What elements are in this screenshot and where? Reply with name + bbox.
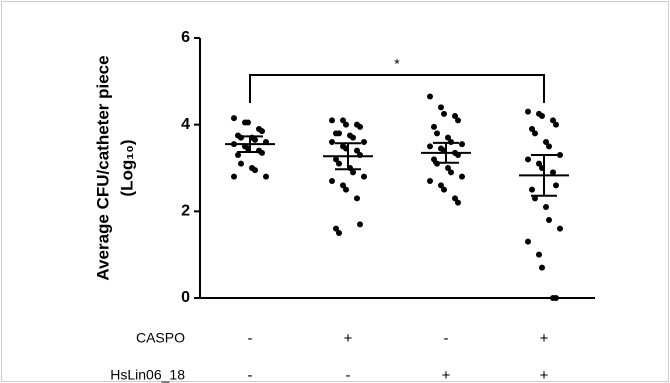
- data-point: [525, 238, 531, 245]
- data-point: [557, 225, 563, 232]
- data-point: [532, 195, 538, 202]
- data-point: [333, 225, 339, 232]
- data-point: [329, 178, 335, 184]
- data-point: [252, 136, 258, 143]
- row-label: CASPO: [136, 330, 185, 346]
- data-point: [231, 115, 237, 122]
- data-point: [329, 117, 335, 124]
- significance-label: *: [394, 56, 400, 72]
- data-point: [546, 217, 552, 223]
- data-point: [553, 182, 559, 189]
- data-point: [350, 169, 356, 176]
- data-point: [336, 230, 342, 236]
- data-point: [252, 167, 258, 174]
- data-point: [452, 195, 458, 202]
- data-point: [336, 160, 342, 167]
- data-point: [333, 156, 339, 163]
- data-point: [434, 130, 440, 137]
- data-point: [553, 295, 559, 301]
- data-point: [343, 121, 349, 128]
- data-point: [357, 123, 363, 130]
- data-point: [354, 147, 360, 154]
- data-point: [539, 264, 545, 271]
- y-tick-label: 4: [181, 116, 190, 133]
- significance-bracket: [249, 74, 545, 103]
- data-point: [350, 134, 356, 141]
- data-point: [438, 104, 444, 111]
- data-point: [550, 117, 556, 124]
- data-point: [235, 152, 241, 158]
- row-value: +: [442, 367, 451, 383]
- row-value: +: [540, 330, 549, 347]
- data-point: [329, 139, 335, 145]
- data-point: [263, 173, 269, 180]
- row-value: +: [344, 330, 353, 347]
- data-point: [557, 152, 563, 158]
- data-point: [529, 186, 535, 193]
- row-value: -: [444, 330, 449, 347]
- data-point: [529, 126, 535, 132]
- data-point: [445, 134, 451, 141]
- row-label: HsLin06_18: [110, 367, 185, 383]
- data-point: [550, 169, 556, 176]
- data-point: [441, 186, 447, 193]
- data-point: [340, 182, 346, 189]
- data-point: [438, 182, 444, 189]
- data-point: [427, 93, 433, 100]
- y-axis-label: (Log₁₀): [117, 139, 136, 196]
- data-point: [543, 139, 549, 145]
- y-tick-label: 6: [181, 29, 190, 46]
- data-point: [452, 113, 458, 119]
- data-point: [361, 139, 367, 145]
- data-point: [259, 128, 265, 135]
- data-point: [431, 156, 437, 163]
- data-point: [543, 204, 549, 210]
- row-value: -: [248, 367, 253, 383]
- data-point: [539, 113, 545, 119]
- data-point: [357, 221, 363, 228]
- data-point: [445, 165, 451, 171]
- data-point: [448, 169, 454, 176]
- data-point: [525, 156, 531, 163]
- row-value: -: [346, 367, 351, 383]
- data-point: [231, 173, 237, 180]
- data-point: [343, 186, 349, 193]
- data-point: [536, 251, 542, 258]
- data-point: [354, 195, 360, 202]
- y-axis-label: Average CFU/catheter piece: [93, 55, 112, 280]
- y-tick-label: 2: [181, 203, 190, 220]
- data-point: [441, 110, 447, 117]
- row-value: -: [248, 330, 253, 347]
- data-point: [427, 178, 433, 184]
- data-point: [525, 108, 531, 115]
- data-point: [536, 160, 542, 167]
- data-point: [336, 130, 342, 137]
- data-point: [459, 141, 465, 148]
- data-point: [532, 130, 538, 137]
- data-point: [340, 117, 346, 124]
- data-point: [361, 173, 367, 180]
- data-point: [553, 121, 559, 128]
- data-point: [427, 143, 433, 150]
- data-point: [455, 199, 461, 206]
- data-point: [238, 160, 244, 167]
- data-point: [245, 119, 251, 126]
- data-point: [455, 117, 461, 124]
- y-tick-label: 0: [181, 289, 190, 306]
- data-point: [459, 173, 465, 180]
- row-value: +: [540, 367, 549, 383]
- data-point: [431, 123, 437, 130]
- data-point: [546, 143, 552, 150]
